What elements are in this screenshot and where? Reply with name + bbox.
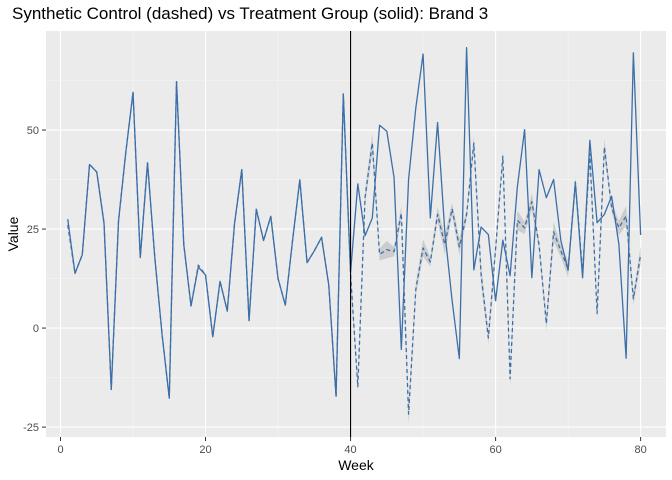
x-tick-label: 40 — [344, 444, 356, 456]
ribbon-band — [350, 133, 641, 424]
chart-title: Synthetic Control (dashed) vs Treatment … — [12, 4, 489, 23]
grid-lines — [46, 31, 666, 437]
y-axis-title: Value — [5, 216, 21, 251]
x-tick-label: 80 — [634, 444, 646, 456]
axes: 0 20 40 60 80 -25 0 25 50 — [23, 125, 647, 456]
x-axis-title: Week — [338, 457, 375, 473]
synthetic-control-line — [67, 81, 642, 415]
series-lines — [67, 46, 642, 415]
y-tick-label: 25 — [27, 224, 39, 236]
confidence-ribbon — [350, 133, 641, 424]
y-tick-label: 50 — [27, 125, 39, 137]
y-tick-label: 0 — [33, 323, 39, 335]
x-tick-label: 20 — [199, 444, 211, 456]
plot-panel — [46, 31, 666, 437]
x-tick-label: 60 — [489, 444, 501, 456]
y-tick-label: -25 — [23, 422, 39, 434]
x-tick-label: 0 — [57, 444, 63, 456]
